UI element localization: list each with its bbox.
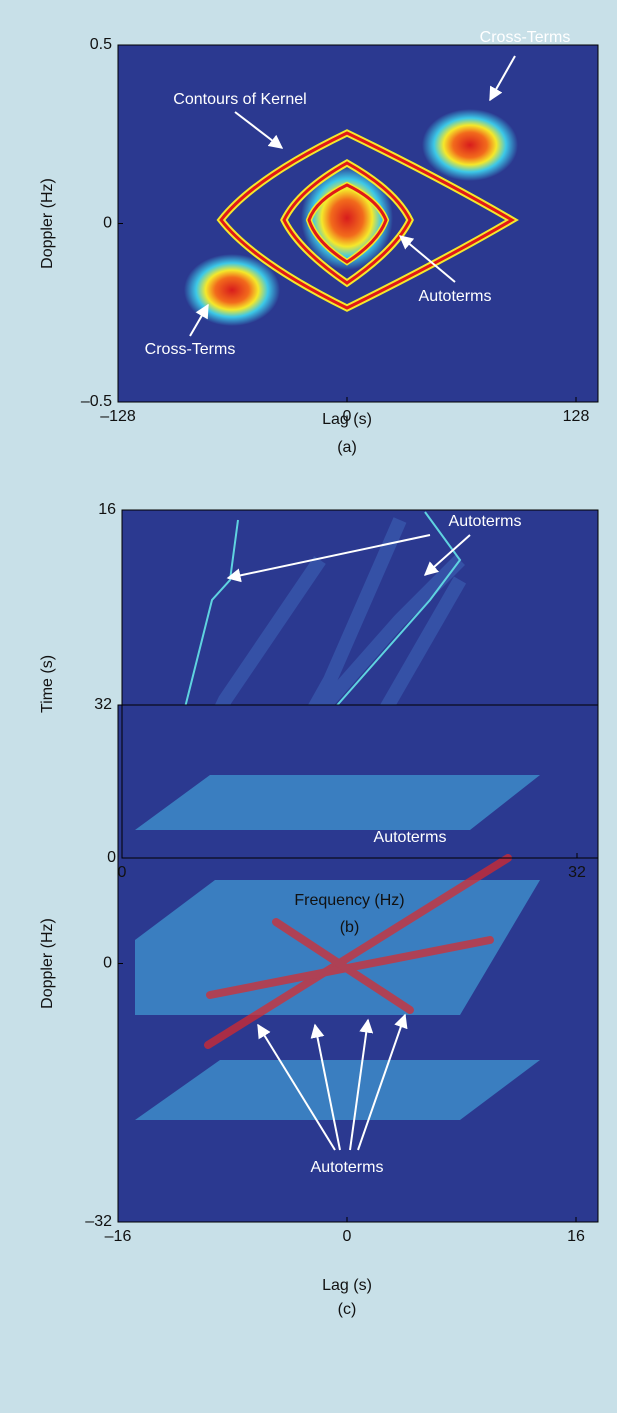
x-tick-label: 16 xyxy=(567,1228,585,1245)
y-tick-label: 0 xyxy=(107,849,116,866)
y-tick-label: –32 xyxy=(85,1213,112,1230)
annotation: Autoterms xyxy=(419,288,492,305)
panel-caption: (b) xyxy=(340,919,360,936)
x-tick-label: –128 xyxy=(100,408,136,425)
annotation: Autoterms xyxy=(449,513,522,530)
panel-caption: (a) xyxy=(337,439,357,456)
x-axis-label: Frequency (Hz) xyxy=(294,892,404,909)
annotation: Cross-Terms xyxy=(480,29,571,46)
y-tick-label: 0 xyxy=(103,215,112,232)
x-tick-label: –16 xyxy=(105,1228,132,1245)
page: –128 0 128 –0.5 0 0.5 Lag (s) (a) Doppler (Hz) Cr… xyxy=(0,0,617,1413)
panel-c-image xyxy=(118,705,598,1222)
figure: –128 0 128 –0.5 0 0.5 Lag (s) (a) Doppler (Hz) Cr… xyxy=(0,0,617,1413)
y-tick-label: 32 xyxy=(94,696,112,713)
x-axis-label: Lag (s) xyxy=(322,411,372,428)
annotation: Autoterms xyxy=(311,1159,384,1176)
y-axis-label: Time (s) xyxy=(39,655,56,713)
y-tick-label: 16 xyxy=(98,501,116,518)
y-axis-label: Doppler (Hz) xyxy=(39,178,56,269)
x-tick-label: 0 xyxy=(118,864,127,881)
y-tick-label: 0 xyxy=(103,955,112,972)
annotation: Cross-Terms xyxy=(145,341,236,358)
y-tick-label: –0.5 xyxy=(81,393,112,410)
y-axis-label: Doppler (Hz) xyxy=(39,918,56,1009)
x-tick-label: 128 xyxy=(563,408,590,425)
x-tick-label: 0 xyxy=(343,1228,352,1245)
x-axis-label: Lag (s) xyxy=(322,1277,372,1294)
x-tick-label: 32 xyxy=(568,864,586,881)
y-tick-label: 0.5 xyxy=(90,36,112,53)
annotation: Autoterms xyxy=(374,829,447,846)
panel-caption: (c) xyxy=(338,1301,357,1318)
annotation: Contours of Kernel xyxy=(173,91,306,108)
